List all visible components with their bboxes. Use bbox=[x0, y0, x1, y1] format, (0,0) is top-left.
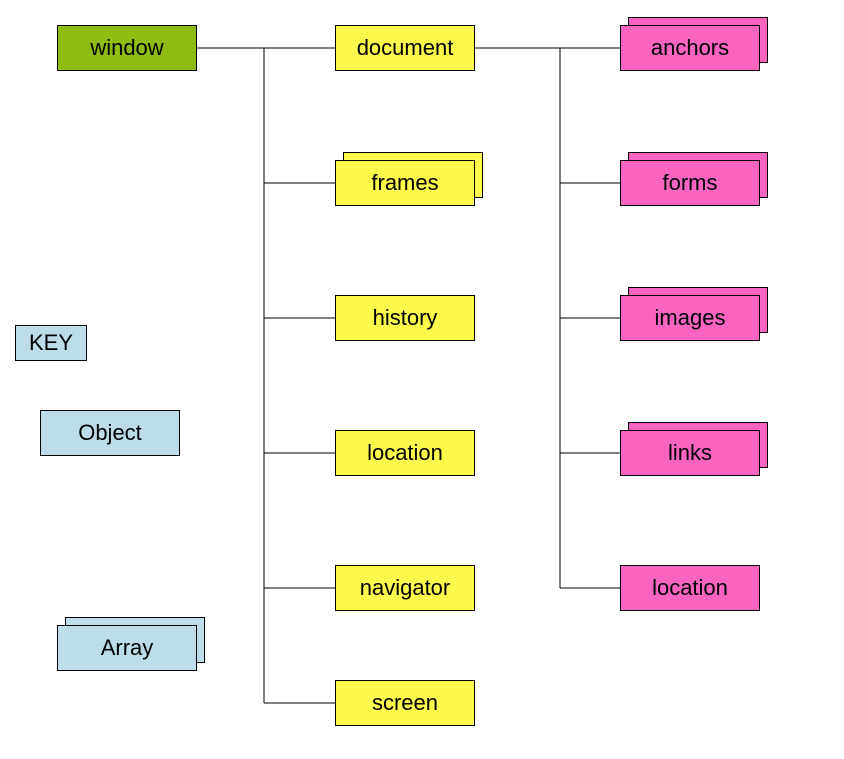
node-anchors-label: anchors bbox=[651, 35, 729, 61]
node-window-label: window bbox=[90, 35, 163, 61]
node-document: document bbox=[335, 25, 475, 71]
node-location3-label: location bbox=[652, 575, 728, 601]
node-links: links bbox=[620, 430, 760, 476]
key-title: KEY bbox=[15, 325, 87, 361]
key-title-label: KEY bbox=[29, 330, 73, 356]
key-object: Object bbox=[40, 410, 180, 456]
node-forms: forms bbox=[620, 160, 760, 206]
node-anchors: anchors bbox=[620, 25, 760, 71]
node-forms-label: forms bbox=[663, 170, 718, 196]
node-navigator-label: navigator bbox=[360, 575, 451, 601]
node-window: window bbox=[57, 25, 197, 71]
node-frames: frames bbox=[335, 160, 475, 206]
key-array: Array bbox=[57, 625, 197, 671]
node-screen: screen bbox=[335, 680, 475, 726]
node-location: location bbox=[335, 430, 475, 476]
node-history: history bbox=[335, 295, 475, 341]
node-location-label: location bbox=[367, 440, 443, 466]
node-history-label: history bbox=[373, 305, 438, 331]
key-object-label: Object bbox=[78, 420, 142, 446]
node-document-label: document bbox=[357, 35, 454, 61]
node-location3: location bbox=[620, 565, 760, 611]
node-links-label: links bbox=[668, 440, 712, 466]
node-navigator: navigator bbox=[335, 565, 475, 611]
node-images-label: images bbox=[655, 305, 726, 331]
node-screen-label: screen bbox=[372, 690, 438, 716]
diagram-stage: window document frames history location navig… bbox=[0, 0, 844, 759]
key-array-label: Array bbox=[101, 635, 154, 661]
node-frames-label: frames bbox=[371, 170, 438, 196]
node-images: images bbox=[620, 295, 760, 341]
